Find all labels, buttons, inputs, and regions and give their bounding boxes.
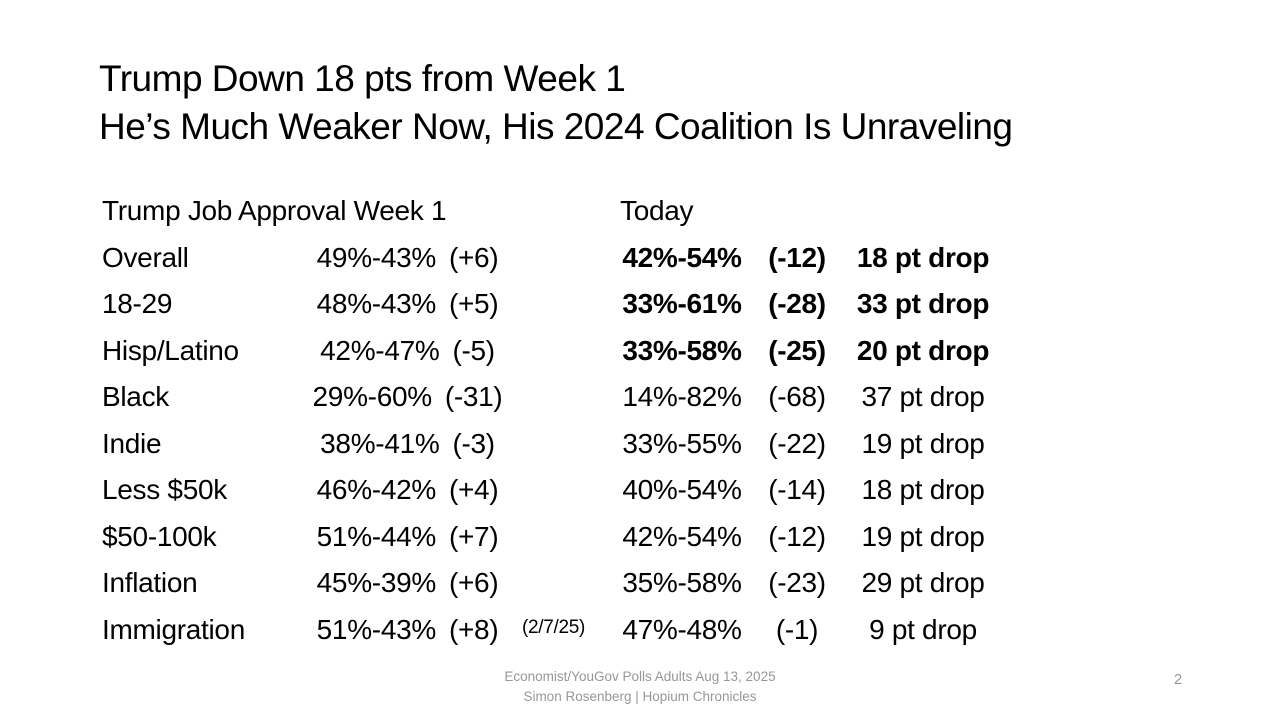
- row-week1-pct: 51%-44%: [316, 520, 437, 552]
- row-drop: 19 pt drop: [861, 520, 985, 552]
- page-number: 2: [1173, 671, 1183, 688]
- row-label: Hisp/Latino: [102, 334, 239, 366]
- row-week1-pct: 51%-43%: [316, 613, 437, 645]
- row-week1-pct: 38%-41%: [320, 427, 440, 459]
- row-today-margin: (-23): [768, 567, 826, 599]
- row-today-pct: 33%-55%: [622, 427, 742, 459]
- row-label: Immigration: [102, 613, 245, 645]
- table-header-row: Trump Job Approval Week 1 Today: [102, 188, 1004, 235]
- row-drop: 33 pt drop: [856, 288, 990, 320]
- row-drop: 9 pt drop: [869, 613, 977, 645]
- row-drop: 37 pt drop: [861, 381, 985, 413]
- row-today-margin: (-12): [768, 241, 826, 273]
- table-row: Indie 38%-41% (-3) 33%-55% (-22) 19 pt d…: [102, 421, 1004, 468]
- row-today-pct: 33%-58%: [622, 334, 742, 366]
- table-row: Immigration 51%-43% (+8) (2/7/25) 47%-48…: [102, 607, 1004, 654]
- row-week1-margin: (+8): [448, 613, 499, 645]
- table-row: Hisp/Latino 42%-47% (-5) 33%-58% (-25) 2…: [102, 328, 1004, 375]
- row-drop: 20 pt drop: [856, 334, 990, 366]
- row-today-margin: (-28): [768, 288, 826, 320]
- row-week1-pct: 46%-42%: [316, 474, 437, 506]
- row-today-margin: (-22): [768, 427, 826, 459]
- row-today-pct: 35%-58%: [622, 567, 742, 599]
- header-week1: Trump Job Approval Week 1: [102, 195, 447, 227]
- footer-author-line: Simon Rosenberg | Hopium Chronicles: [523, 688, 757, 704]
- row-today-pct: 14%-82%: [622, 381, 742, 413]
- table-row: Black 29%-60% (-31) 14%-82% (-68) 37 pt …: [102, 374, 1004, 421]
- row-week1: 46%-42% (+4): [295, 474, 520, 506]
- table-row: 18-29 48%-43% (+5) 33%-61% (-28) 33 pt d…: [102, 281, 1004, 328]
- row-today-pct: 42%-54%: [622, 241, 742, 273]
- approval-table-body: Overall 49%-43% (+6) 42%-54% (-12) 18 pt…: [102, 235, 1004, 654]
- row-today-pct: 40%-54%: [622, 474, 742, 506]
- row-label: Indie: [102, 427, 162, 459]
- row-week1: 48%-43% (+5): [295, 288, 520, 320]
- row-drop: 18 pt drop: [861, 474, 985, 506]
- row-label: Inflation: [102, 567, 198, 599]
- row-drop: 19 pt drop: [861, 427, 985, 459]
- slide-title-line1: Trump Down 18 pts from Week 1: [99, 58, 626, 99]
- table-row: Overall 49%-43% (+6) 42%-54% (-12) 18 pt…: [102, 235, 1004, 282]
- row-week1-pct: 42%-47%: [320, 334, 440, 366]
- approval-table: Trump Job Approval Week 1 Today Overall …: [102, 188, 1004, 653]
- row-week1: 51%-44% (+7): [295, 521, 520, 553]
- row-label: Less $50k: [102, 474, 227, 506]
- row-week1: 29%-60% (-31): [295, 381, 520, 413]
- row-week1-margin: (+5): [448, 288, 499, 320]
- row-today-pct: 33%-61%: [622, 288, 742, 320]
- row-week1-margin: (-31): [444, 381, 503, 413]
- row-week1-pct: 48%-43%: [316, 288, 437, 320]
- row-week1: 49%-43% (+6): [295, 242, 520, 274]
- row-today-margin: (-14): [768, 474, 826, 506]
- table-row: $50-100k 51%-44% (+7) 42%-54% (-12) 19 p…: [102, 514, 1004, 561]
- row-week1-pct: 29%-60%: [312, 381, 433, 413]
- row-week1-pct: 49%-43%: [316, 241, 437, 273]
- row-drop: 29 pt drop: [861, 567, 985, 599]
- row-label: 18-29: [102, 288, 173, 320]
- row-week1: 45%-39% (+6): [295, 567, 520, 599]
- table-row: Inflation 45%-39% (+6) 35%-58% (-23) 29 …: [102, 560, 1004, 607]
- row-today-margin: (-68): [768, 381, 826, 413]
- row-today-margin: (-12): [768, 520, 826, 552]
- row-week1-margin: (+6): [448, 241, 499, 273]
- row-label: Black: [102, 381, 169, 413]
- row-today-margin: (-25): [768, 334, 826, 366]
- row-label: Overall: [102, 241, 189, 273]
- row-today-pct: 47%-48%: [622, 613, 742, 645]
- row-week1-margin: (+7): [448, 520, 499, 552]
- row-week1: 42%-47% (-5): [295, 335, 520, 367]
- footer-source-line: Economist/YouGov Polls Adults Aug 13, 20…: [504, 669, 776, 684]
- row-week1: 51%-43% (+8) (2/7/25): [295, 613, 586, 646]
- row-week1-note: (2/7/25): [522, 616, 586, 638]
- row-week1: 38%-41% (-3): [295, 428, 520, 460]
- row-week1-margin: (-3): [452, 427, 495, 459]
- row-week1-pct: 45%-39%: [316, 567, 437, 599]
- row-week1-margin: (+6): [448, 567, 499, 599]
- table-row: Less $50k 46%-42% (+4) 40%-54% (-14) 18 …: [102, 467, 1004, 514]
- row-today-margin: (-1): [775, 613, 819, 645]
- row-label: $50-100k: [102, 520, 217, 552]
- row-week1-margin: (-5): [452, 334, 495, 366]
- row-drop: 18 pt drop: [856, 241, 990, 273]
- footer: Economist/YouGov Polls Adults Aug 13, 20…: [0, 667, 1280, 706]
- row-week1-margin: (+4): [448, 474, 499, 506]
- slide-title-line2: He’s Much Weaker Now, His 2024 Coalition…: [99, 106, 1013, 147]
- slide-title: Trump Down 18 pts from Week 1 He’s Much …: [99, 55, 1013, 151]
- header-today: Today: [620, 195, 694, 227]
- row-today-pct: 42%-54%: [622, 520, 742, 552]
